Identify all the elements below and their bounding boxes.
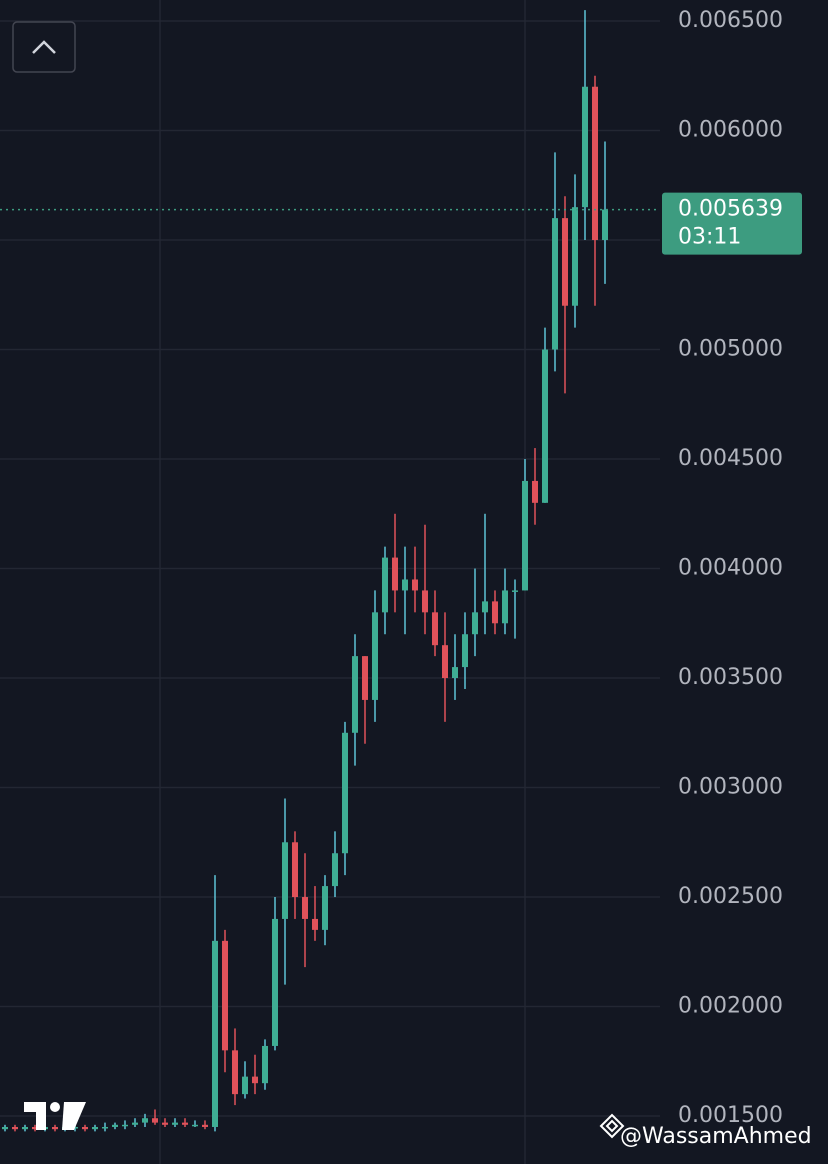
candle-body: [552, 218, 558, 350]
candle-body: [472, 612, 478, 635]
y-tick-label: 0.002500: [678, 884, 783, 909]
price-axis: 0.006500 0.006000 0.005000 0.004500 0.004000…: [662, 8, 802, 1128]
candle-body: [212, 940, 218, 1127]
candle-body: [382, 557, 388, 613]
countdown-label: 03:11: [678, 225, 741, 250]
watermark-icon: [599, 1113, 625, 1139]
watermark-text: @WassamAhmed: [620, 1124, 812, 1149]
candle-body: [132, 1122, 138, 1125]
candle-body: [92, 1126, 98, 1130]
logo-part: [62, 1102, 86, 1130]
candle-body: [542, 349, 548, 503]
candle-body: [12, 1126, 18, 1130]
candle-body: [112, 1124, 118, 1127]
y-tick-label: 0.002000: [678, 994, 783, 1019]
candle-body: [82, 1126, 88, 1130]
candle-body: [402, 579, 408, 591]
candle-body: [352, 656, 358, 733]
candle-body: [582, 86, 588, 208]
candle-body: [222, 940, 228, 1051]
collapse-button[interactable]: [12, 21, 76, 73]
y-tick-label: 0.003000: [678, 775, 783, 800]
y-tick-label: 0.003500: [678, 665, 783, 690]
candle-body: [242, 1076, 248, 1095]
candle-body: [602, 209, 608, 241]
y-tick-label: 0.001500: [678, 1103, 783, 1128]
candle-body: [452, 667, 458, 679]
candle-body: [162, 1122, 168, 1125]
candle-body: [362, 656, 368, 700]
candle-body: [332, 853, 338, 887]
y-tick-label: 0.006500: [678, 8, 783, 33]
candle-body: [592, 86, 598, 241]
logo-part: [50, 1102, 60, 1112]
candle-body: [152, 1118, 158, 1123]
y-tick-label: 0.005000: [678, 337, 783, 362]
last-price-label: 0.005639: [678, 197, 783, 222]
candle-body: [342, 732, 348, 854]
candle-body: [512, 590, 518, 592]
candle-body: [262, 1045, 268, 1084]
tradingview-logo: [24, 1102, 86, 1130]
y-tick-label: 0.004000: [678, 556, 783, 581]
candle-body: [32, 1126, 38, 1130]
candle-body: [202, 1124, 208, 1127]
candle-body: [302, 897, 308, 919]
candles: [0, 10, 660, 1132]
candle-body: [232, 1050, 238, 1095]
candle-body: [442, 645, 448, 679]
grid: [0, 20, 660, 1117]
candle-body: [52, 1126, 58, 1130]
candle-body: [372, 612, 378, 700]
candle-body: [322, 886, 328, 930]
logo-part: [24, 1102, 46, 1130]
y-tick-label: 0.004500: [678, 446, 783, 471]
candle-body: [482, 601, 488, 613]
candle-body: [252, 1076, 258, 1084]
candle-body: [142, 1118, 148, 1123]
candle-body: [502, 590, 508, 624]
candle-body: [432, 612, 438, 646]
candle-body: [172, 1122, 178, 1125]
candle-body: [422, 590, 428, 613]
candle-body: [22, 1126, 28, 1130]
candle-body: [102, 1126, 108, 1129]
candle-body: [572, 207, 578, 306]
candle-body: [392, 557, 398, 591]
candle-body: [122, 1124, 128, 1127]
candle-body: [192, 1124, 198, 1127]
candle-body: [462, 634, 468, 668]
candle-body: [312, 918, 318, 930]
button-frame[interactable]: [12, 21, 76, 73]
candle-body: [272, 918, 278, 1046]
candle-body: [2, 1126, 8, 1130]
y-tick-label: 0.006000: [678, 118, 783, 143]
candle-body: [72, 1126, 78, 1129]
candle-body: [532, 480, 538, 503]
watermark: @WassamAhmed: [599, 1113, 812, 1149]
candle-body: [492, 601, 498, 624]
candle-body: [562, 218, 568, 306]
candle-body: [282, 842, 288, 919]
candle-body: [522, 480, 528, 591]
candle-body: [292, 842, 298, 898]
last-price-box: [662, 192, 802, 255]
chevron-up: [32, 40, 56, 54]
candle-body: [182, 1122, 188, 1125]
candle-body: [412, 579, 418, 591]
